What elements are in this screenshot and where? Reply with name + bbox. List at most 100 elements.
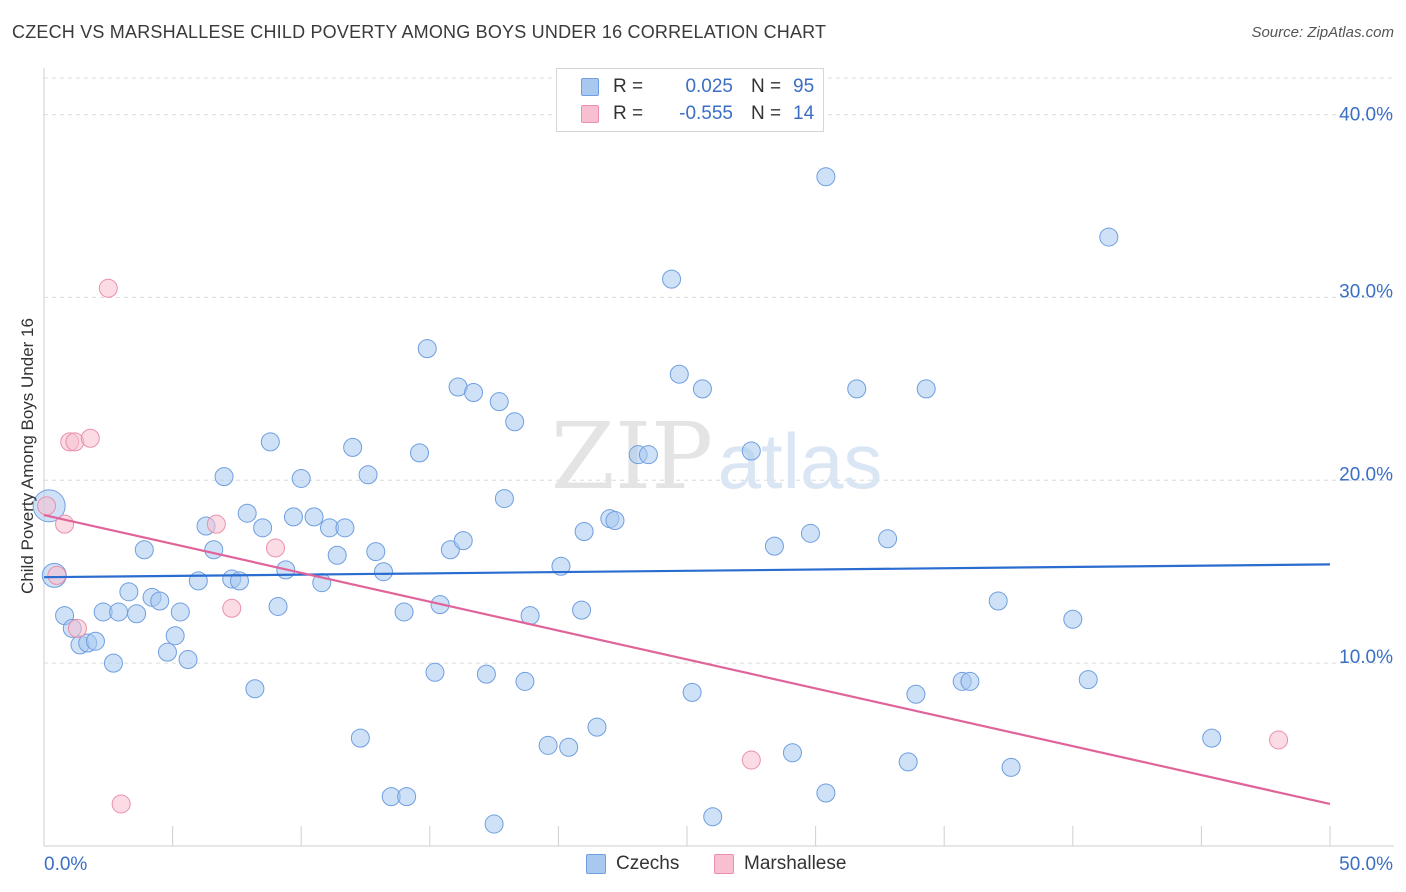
data-point xyxy=(268,596,288,616)
data-point xyxy=(222,598,242,618)
data-points xyxy=(32,167,1289,834)
data-point xyxy=(489,392,509,412)
data-point xyxy=(214,467,234,487)
data-point xyxy=(410,443,430,463)
data-point xyxy=(98,278,118,298)
data-point xyxy=(366,542,386,562)
data-point xyxy=(111,794,131,814)
data-point xyxy=(551,556,571,576)
y-tick-label: 20.0% xyxy=(1339,464,1393,485)
legend-swatch-czechs xyxy=(581,78,599,96)
data-point xyxy=(692,379,712,399)
data-point xyxy=(800,523,820,543)
axes xyxy=(43,68,1394,847)
data-point xyxy=(67,618,87,638)
data-point xyxy=(515,671,535,691)
data-point xyxy=(394,602,414,622)
data-point xyxy=(397,787,417,807)
watermark-atlas: atlas xyxy=(718,417,883,505)
legend-r-value: 0.025 xyxy=(685,76,733,97)
legend: R = 0.025 N = 95 R = -0.555 N = 14 xyxy=(556,68,824,132)
data-point xyxy=(587,717,607,737)
legend-n-value: 95 xyxy=(793,76,815,97)
data-point xyxy=(237,503,257,523)
legend-r-label: R = xyxy=(613,76,644,97)
bottom-legend-czechs: Czechs xyxy=(586,851,679,877)
legend-n-label: N = xyxy=(751,103,782,124)
data-point xyxy=(157,642,177,662)
data-point xyxy=(816,783,836,803)
data-point xyxy=(417,339,437,359)
data-point xyxy=(85,631,105,651)
data-point xyxy=(170,602,190,622)
data-point xyxy=(119,582,139,602)
data-point xyxy=(291,468,311,488)
trend-line-marshallese xyxy=(43,513,1331,806)
x-tick-label: 50.0% xyxy=(1339,854,1393,875)
data-point xyxy=(898,752,918,772)
data-point xyxy=(1202,728,1222,748)
data-point xyxy=(245,679,265,699)
data-point xyxy=(638,445,658,465)
data-point xyxy=(1269,730,1289,750)
data-point xyxy=(335,518,355,538)
data-point xyxy=(988,591,1008,611)
data-point xyxy=(65,432,85,452)
data-point xyxy=(283,507,303,527)
data-point xyxy=(440,540,460,560)
trend-line-czechs xyxy=(43,563,1331,579)
data-point xyxy=(80,428,100,448)
data-point xyxy=(178,649,198,669)
data-point xyxy=(574,521,594,541)
data-point xyxy=(538,735,558,755)
data-point xyxy=(304,507,324,527)
trend-lines xyxy=(43,513,1331,806)
data-point xyxy=(494,489,514,509)
legend-r-value: -0.555 xyxy=(679,103,733,124)
data-point xyxy=(476,664,496,684)
data-point xyxy=(960,671,980,691)
data-point xyxy=(878,529,898,549)
y-tick-label: 30.0% xyxy=(1339,281,1393,302)
chart-source: Source: ZipAtlas.com xyxy=(1251,24,1394,41)
data-point xyxy=(1063,609,1083,629)
bottom-legend-swatch-marshallese xyxy=(714,854,734,874)
data-point xyxy=(741,750,761,770)
legend-row-czechs: R = 0.025 N = 95 xyxy=(581,74,814,100)
data-point xyxy=(906,684,926,704)
watermark: ZIP atlas xyxy=(551,403,882,510)
data-point xyxy=(165,626,185,646)
data-point xyxy=(1078,670,1098,690)
data-point xyxy=(505,412,525,432)
bottom-legend-label-czechs: Czechs xyxy=(616,853,680,874)
data-point xyxy=(703,807,723,827)
data-point xyxy=(916,379,936,399)
data-point xyxy=(327,545,347,565)
legend-r-label: R = xyxy=(613,103,644,124)
bottom-legend-swatch-czechs xyxy=(586,854,606,874)
data-point xyxy=(265,538,285,558)
y-axis-label: Child Poverty Among Boys Under 16 xyxy=(18,318,37,594)
data-point xyxy=(47,565,67,585)
data-point xyxy=(103,653,123,673)
data-point xyxy=(453,531,473,551)
chart-title: CZECH VS MARSHALLESE CHILD POVERTY AMONG… xyxy=(12,22,827,42)
data-point xyxy=(206,514,226,534)
data-point xyxy=(782,743,802,763)
data-point xyxy=(425,662,445,682)
tick-labels: 10.0% 20.0% 30.0% 40.0% 0.0% 50.0% xyxy=(44,105,1393,875)
data-point xyxy=(37,496,57,516)
legend-row-marshallese: R = -0.555 N = 14 xyxy=(581,101,814,127)
data-point xyxy=(669,364,689,384)
data-point xyxy=(358,465,378,485)
legend-swatch-marshallese xyxy=(581,105,599,123)
y-tick-label: 10.0% xyxy=(1339,647,1393,668)
data-point xyxy=(150,591,170,611)
data-point xyxy=(260,432,280,452)
data-point xyxy=(847,379,867,399)
data-point xyxy=(741,441,761,461)
data-point xyxy=(253,518,273,538)
legend-n-value: 14 xyxy=(793,103,815,124)
data-point xyxy=(764,536,784,556)
